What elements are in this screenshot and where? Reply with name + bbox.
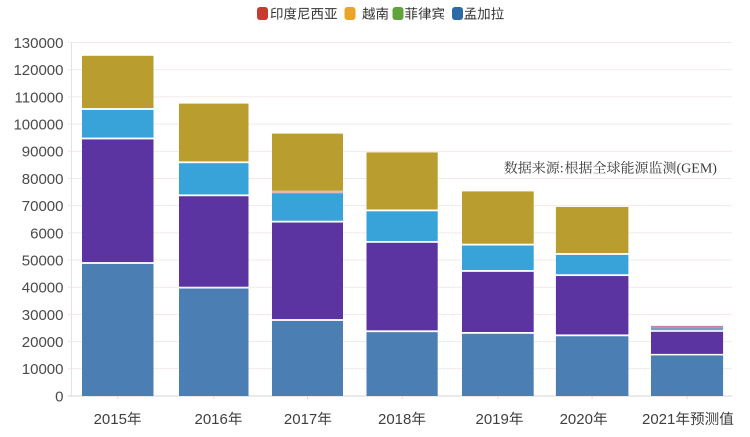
svg-text:50000: 50000 [22, 252, 64, 269]
svg-text:0: 0 [55, 388, 63, 405]
svg-text:2018: 2018 [378, 411, 411, 428]
svg-text:2016: 2016 [195, 411, 228, 428]
svg-text:2015: 2015 [94, 411, 127, 428]
svg-text:30000: 30000 [22, 307, 64, 324]
svg-text:130000: 130000 [13, 35, 63, 52]
svg-text:(GEM): (GEM) [677, 162, 718, 177]
svg-text:2017: 2017 [284, 411, 317, 428]
svg-text::: : [560, 162, 564, 177]
svg-text:2021: 2021 [642, 411, 675, 428]
svg-text:2019: 2019 [476, 411, 509, 428]
svg-text:2020: 2020 [560, 411, 593, 428]
svg-text:10000: 10000 [22, 361, 64, 378]
svg-text:100000: 100000 [13, 116, 63, 133]
svg-text:120000: 120000 [13, 62, 63, 79]
svg-text:20000: 20000 [22, 334, 64, 351]
svg-text:70000: 70000 [22, 198, 64, 215]
svg-text:90000: 90000 [22, 144, 64, 161]
svg-text:110000: 110000 [15, 89, 64, 106]
svg-text:6000: 6000 [30, 225, 63, 242]
svg-text:40000: 40000 [22, 280, 64, 297]
svg-text:80000: 80000 [22, 171, 64, 188]
